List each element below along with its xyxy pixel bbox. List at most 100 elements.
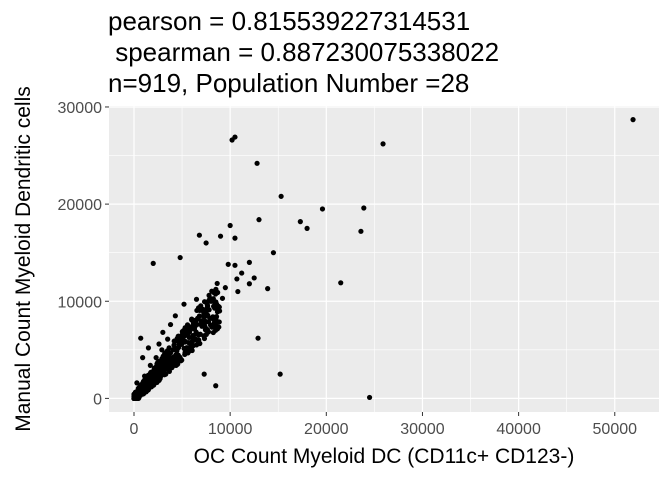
major-gridlines [109,106,659,412]
data-point [177,254,183,261]
y-axis-ticks: 0 10000 20000 30000 [58,100,109,408]
y-tick-label: 0 [93,391,102,408]
data-point [197,340,203,347]
data-point [172,344,178,351]
x-tick-label: 10000 [208,421,253,438]
title-line-spearman: spearman = 0.887230075338022 [108,37,500,67]
data-point [201,371,207,377]
x-tick-label: 0 [130,421,139,438]
data-point [278,193,284,199]
data-point [167,321,174,328]
data-point [165,365,171,371]
data-point [205,303,211,309]
data-point [232,235,238,241]
x-tick-label: 50000 [593,421,638,438]
data-point [270,250,277,256]
y-tick-label: 20000 [58,197,103,214]
data-point [140,381,147,387]
data-point [182,351,188,358]
data-point [134,395,140,401]
data-point [203,240,209,246]
y-axis-title: Manual Count Myeloid Dendritic cells [12,86,35,432]
data-point [174,361,180,368]
data-point [156,341,162,347]
data-point [143,388,149,394]
data-point [172,357,179,363]
data-point [211,289,217,296]
data-point [214,309,221,315]
data-point [160,329,166,335]
data-point [178,335,184,341]
data-point [190,333,196,339]
data-point [206,292,212,298]
y-tick-label: 30000 [58,100,103,117]
data-point [201,313,207,320]
data-point [222,285,228,291]
data-point [319,206,326,212]
data-point [239,270,245,276]
data-point [217,233,224,239]
data-point [265,286,271,292]
data-point [380,141,386,147]
data-point [246,281,252,287]
data-point [156,375,162,381]
data-point [202,318,208,324]
title-line-counts: n=919, Population Number =28 [108,68,470,98]
plot-panel [109,106,659,412]
data-point [229,137,235,143]
data-point [186,334,192,340]
data-point [147,373,153,379]
data-point [630,117,636,123]
data-point [254,160,260,166]
data-point [178,341,184,347]
title-line-pearson: pearson = 0.815539227314531 [108,6,471,36]
data-point [140,355,146,361]
data-point [219,295,226,301]
minor-gridlines [109,106,659,412]
data-point [358,228,364,234]
data-point [150,260,156,266]
data-point [189,316,195,322]
data-point [156,370,162,377]
x-tick-label: 30000 [400,421,445,438]
data-point [232,262,238,268]
data-point [225,261,231,267]
data-point [153,355,159,361]
data-point [161,354,167,360]
data-point [175,345,182,351]
data-point [338,280,344,286]
data-point [182,338,189,345]
x-axis-title: OC Count Myeloid DC (CD11c+ CD123-) [194,445,575,468]
data-point [196,232,202,238]
data-point [212,323,218,329]
data-point [166,350,172,356]
data-point [213,299,219,305]
data-point [138,335,144,341]
data-point [137,384,143,390]
data-point [134,380,140,386]
data-point [193,296,200,302]
data-point [196,332,202,338]
data-point [214,280,220,287]
data-point [246,259,252,265]
data-point [172,313,178,319]
data-point [366,394,373,401]
data-point [210,303,217,309]
data-point [156,363,162,370]
data-point [151,382,157,388]
data-point [156,359,162,365]
data-point [227,222,233,229]
data-point [213,383,219,389]
data-point [210,315,216,321]
data-point [256,217,262,223]
data-point [255,335,261,341]
data-point [146,385,153,391]
data-point [197,307,203,313]
data-point [147,362,153,368]
data-point [179,328,185,335]
data-point [208,298,214,304]
data-point [183,346,189,353]
data-point [202,327,209,333]
data-point [181,301,187,307]
